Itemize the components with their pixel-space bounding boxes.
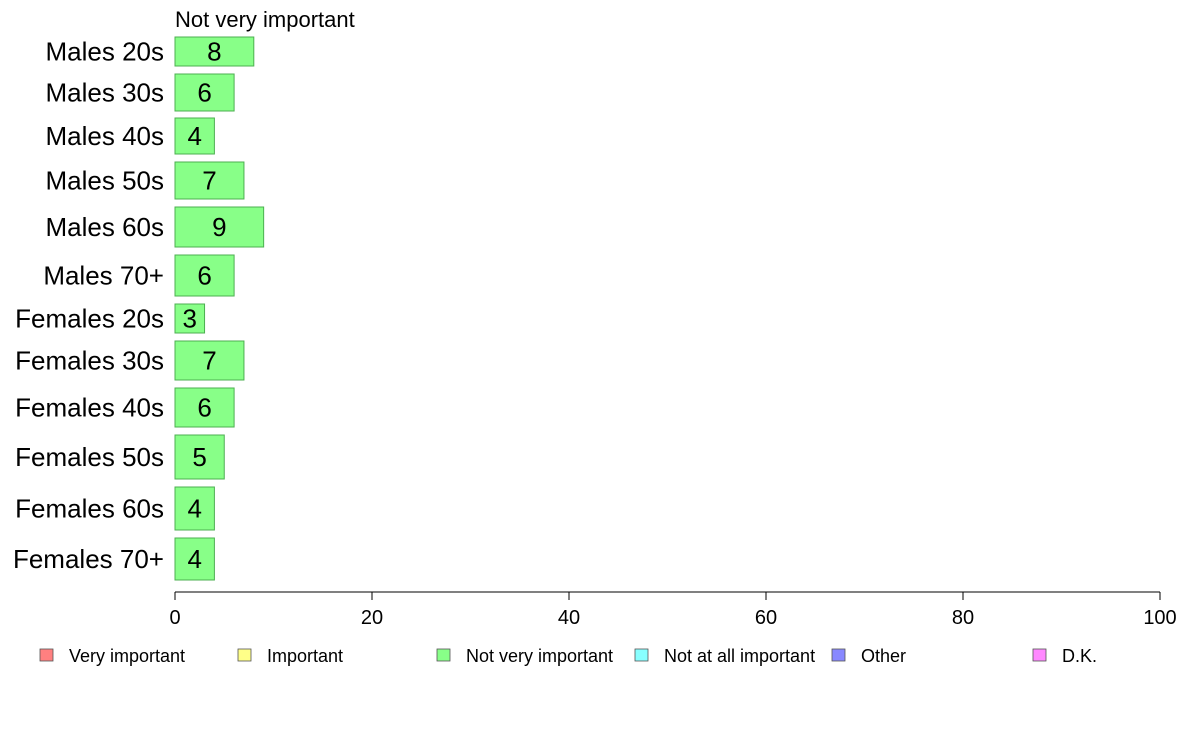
- x-tick-label: 0: [169, 607, 180, 629]
- bar: [174, 340, 245, 381]
- bar-value-label: 4: [187, 121, 201, 151]
- legend-swatch: [831, 648, 846, 662]
- legend-swatch: [237, 648, 252, 662]
- category-label: Males 50s: [46, 166, 165, 196]
- x-tick-label: 40: [558, 607, 580, 629]
- x-tick-label: 80: [952, 607, 974, 629]
- category-label: Females 30s: [15, 346, 164, 376]
- category-label: Females 70+: [13, 544, 164, 574]
- bar: [174, 161, 245, 200]
- x-axis: 0 20 40 60 80 100: [169, 591, 1177, 629]
- x-tick-label: 20: [361, 607, 383, 629]
- bar-value-label: 3: [183, 304, 197, 334]
- bar: [174, 206, 265, 248]
- bar: [174, 254, 235, 297]
- category-label: Females 60s: [15, 494, 164, 524]
- bar: [174, 36, 255, 67]
- category-label: Males 30s: [46, 78, 165, 108]
- category-label: Females 50s: [15, 442, 164, 472]
- bar-value-label: 5: [192, 442, 206, 472]
- legend-label: Not at all important: [664, 646, 815, 666]
- legend: Very important Important Not very importan…: [39, 646, 1097, 666]
- legend-label: Important: [267, 646, 343, 666]
- bar: [174, 387, 235, 428]
- bar-value-label: 4: [187, 494, 201, 524]
- panel-title: Not very important: [175, 7, 355, 32]
- x-tick-label: 100: [1143, 607, 1176, 629]
- bars-group: Males 20s 8 Males 30s 6 Males 40s 4 Males 50s 7…: [13, 36, 265, 581]
- bar-value-label: 6: [197, 261, 211, 291]
- legend-swatch: [1032, 648, 1047, 662]
- category-label: Males 70+: [43, 261, 164, 291]
- bar-value-label: 6: [197, 393, 211, 423]
- bar: [174, 303, 206, 334]
- legend-swatch: [634, 648, 649, 662]
- bar-value-label: 9: [212, 212, 226, 242]
- category-label: Males 20s: [46, 37, 165, 67]
- category-label: Females 40s: [15, 393, 164, 423]
- legend-label: D.K.: [1062, 646, 1097, 666]
- category-label: Females 20s: [15, 304, 164, 334]
- bar-value-label: 7: [202, 346, 216, 376]
- x-tick-label: 60: [755, 607, 777, 629]
- bar: [174, 434, 225, 480]
- bar: [174, 537, 215, 581]
- legend-label: Other: [861, 646, 906, 666]
- bar-value-label: 7: [202, 166, 216, 196]
- bar-value-label: 4: [187, 544, 201, 574]
- bar: [174, 73, 235, 112]
- category-label: Males 60s: [46, 212, 165, 242]
- bar-value-label: 6: [197, 78, 211, 108]
- bar: [174, 117, 215, 155]
- bar-value-label: 8: [207, 37, 221, 67]
- category-label: Males 40s: [46, 121, 165, 151]
- legend-swatch: [39, 648, 54, 662]
- legend-swatch: [436, 648, 451, 662]
- bar: [174, 486, 215, 531]
- legend-label: Not very important: [466, 646, 613, 666]
- legend-label: Very important: [69, 646, 185, 666]
